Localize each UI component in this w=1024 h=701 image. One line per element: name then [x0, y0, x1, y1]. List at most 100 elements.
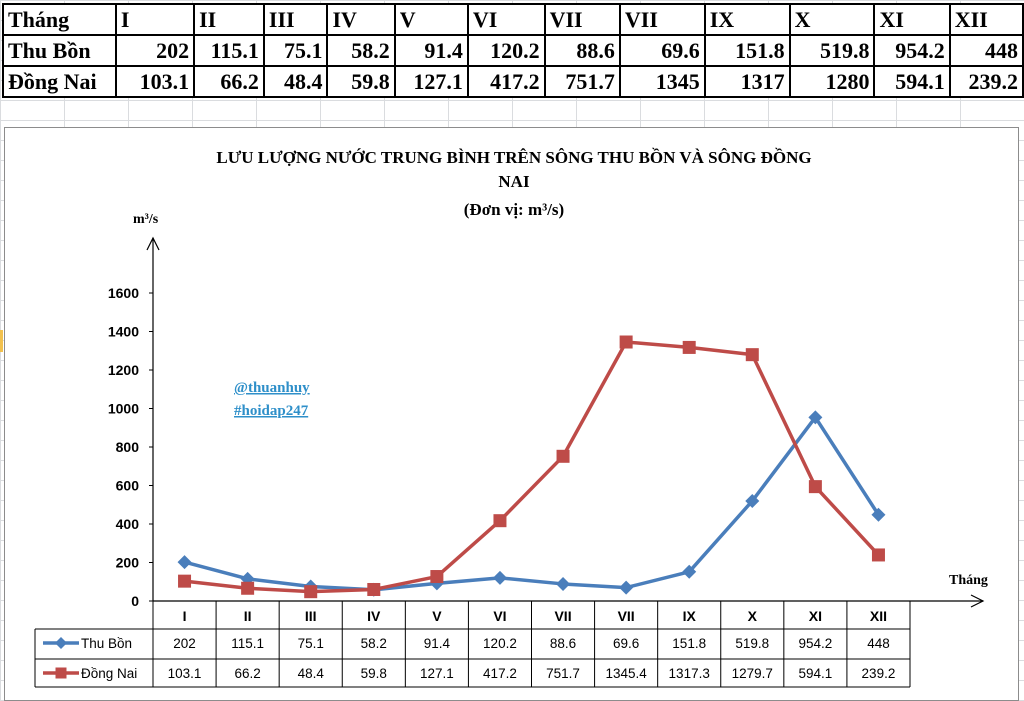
series-point — [619, 335, 633, 349]
table-cell: 1345 — [618, 65, 706, 98]
series-point — [808, 480, 822, 494]
table-header-month: XI — [873, 3, 951, 36]
table-header-month: VI — [466, 3, 546, 36]
table-cell: 127.1 — [393, 65, 469, 98]
y-axis-arrow — [146, 236, 160, 251]
watermark-handle: @thuanhuy — [234, 380, 310, 396]
table-cell: 48.4 — [262, 65, 329, 98]
data-table-value: 151.8 — [672, 636, 706, 651]
data-table-value: 1317.3 — [669, 666, 710, 681]
data-table-value: 66.2 — [234, 666, 260, 681]
series-point — [808, 410, 823, 425]
table-cell: 1280 — [788, 65, 876, 98]
table-cell: 1317 — [703, 65, 791, 98]
series-point — [682, 340, 696, 354]
data-table-value: 1279.7 — [732, 666, 773, 681]
data-table-value: 115.1 — [231, 636, 264, 651]
table-cell: 151.8 — [703, 34, 791, 67]
y-tick-label: 0 — [131, 593, 139, 609]
series-point — [241, 581, 255, 595]
table-header-month: III — [262, 3, 329, 36]
series-point — [556, 576, 571, 591]
data-table-value: 120.2 — [483, 636, 517, 651]
x-tick-label: VII — [554, 608, 571, 624]
table-row-label: Đồng Nai — [2, 65, 117, 98]
table-cell: 448 — [948, 34, 1024, 67]
table-cell: 59.8 — [326, 65, 396, 98]
series-point — [871, 507, 886, 522]
table-cell: 751.7 — [543, 65, 621, 98]
data-table-value: 594.1 — [798, 666, 832, 681]
series-point — [178, 574, 192, 588]
x-tick-label: XII — [870, 608, 887, 624]
series-point — [745, 348, 759, 362]
table-header-month: V — [393, 3, 469, 36]
y-tick-label: 1000 — [108, 401, 139, 417]
y-tick-label: 600 — [116, 478, 140, 494]
table-cell: 91.4 — [393, 34, 469, 67]
table-header-month: X — [788, 3, 876, 36]
watermark-tag: #hoidap247 — [234, 403, 309, 419]
legend-series-name: Thu Bồn — [81, 636, 132, 651]
data-table-value: 59.8 — [361, 666, 387, 681]
series-point — [304, 585, 318, 599]
table-cell: 88.6 — [543, 34, 621, 67]
table-header-month: I — [114, 3, 196, 36]
data-table-value: 417.2 — [483, 666, 517, 681]
y-tick-label: 400 — [116, 516, 140, 532]
chart-title-line-1: LƯU LƯỢNG NƯỚC TRUNG BÌNH TRÊN SÔNG THU … — [216, 147, 811, 167]
x-tick-label: IV — [367, 608, 381, 624]
series-line-2 — [184, 340, 880, 594]
data-table-value: 519.8 — [735, 636, 769, 651]
data-table-value: 103.1 — [168, 666, 202, 681]
table-header-month: II — [193, 3, 265, 36]
table-cell: 202 — [114, 34, 196, 67]
data-table-value: 127.1 — [420, 666, 454, 681]
data-table-value: 751.7 — [546, 666, 580, 681]
series-point — [745, 493, 760, 508]
table-header-month: VII — [543, 3, 621, 36]
series-point — [367, 582, 381, 596]
x-tick-label: III — [305, 608, 317, 624]
table-header-month: VII — [618, 3, 706, 36]
table-cell: 66.2 — [193, 65, 265, 98]
table-cell: 103.1 — [114, 65, 196, 98]
x-tick-label: IX — [683, 608, 697, 624]
table-cell: 954.2 — [873, 34, 951, 67]
y-tick-label: 1200 — [108, 362, 139, 378]
series-point — [871, 548, 885, 562]
data-table-value: 88.6 — [550, 636, 576, 651]
x-tick-label: V — [432, 608, 442, 624]
table-cell: 417.2 — [466, 65, 546, 98]
data-table-value: 91.4 — [424, 636, 451, 651]
table-cell: 115.1 — [193, 34, 265, 67]
chart-title-line-2: NAI — [498, 172, 530, 191]
series-point — [556, 449, 570, 463]
table-cell: 594.1 — [873, 65, 951, 98]
data-table-value: 48.4 — [298, 666, 325, 681]
x-tick-label: XI — [809, 608, 822, 624]
y-axis-label: m³/s — [133, 212, 159, 227]
table-header-month: XII — [948, 3, 1024, 36]
legend-key-marker — [55, 637, 67, 649]
y-tick-label: 200 — [116, 555, 140, 571]
x-tick-label: VII — [618, 608, 635, 624]
series-point — [177, 555, 192, 570]
table-cell: 58.2 — [326, 34, 396, 67]
table-cell: 519.8 — [788, 34, 876, 67]
x-tick-label: X — [748, 608, 758, 624]
data-table-value: 202 — [173, 636, 196, 651]
selection-edge-marker — [0, 330, 3, 352]
series-point — [619, 580, 634, 595]
data-table-value: 58.2 — [361, 636, 387, 651]
source-data-table: Tháng I II III IV V VI VII VII IX X XI XII Thu Bồn 202… — [2, 3, 1024, 98]
data-table-value: 75.1 — [298, 636, 324, 651]
x-tick-label: VI — [493, 608, 506, 624]
series-point — [682, 564, 697, 579]
table-cell: 120.2 — [466, 34, 546, 67]
chart-area[interactable]: LƯU LƯỢNG NƯỚC TRUNG BÌNH TRÊN SÔNG THU … — [4, 127, 1019, 701]
series-point — [493, 514, 507, 528]
data-table-value: 69.6 — [613, 636, 639, 651]
data-table-value: 239.2 — [862, 666, 896, 681]
line-chart: LƯU LƯỢNG NƯỚC TRUNG BÌNH TRÊN SÔNG THU … — [34, 147, 988, 688]
